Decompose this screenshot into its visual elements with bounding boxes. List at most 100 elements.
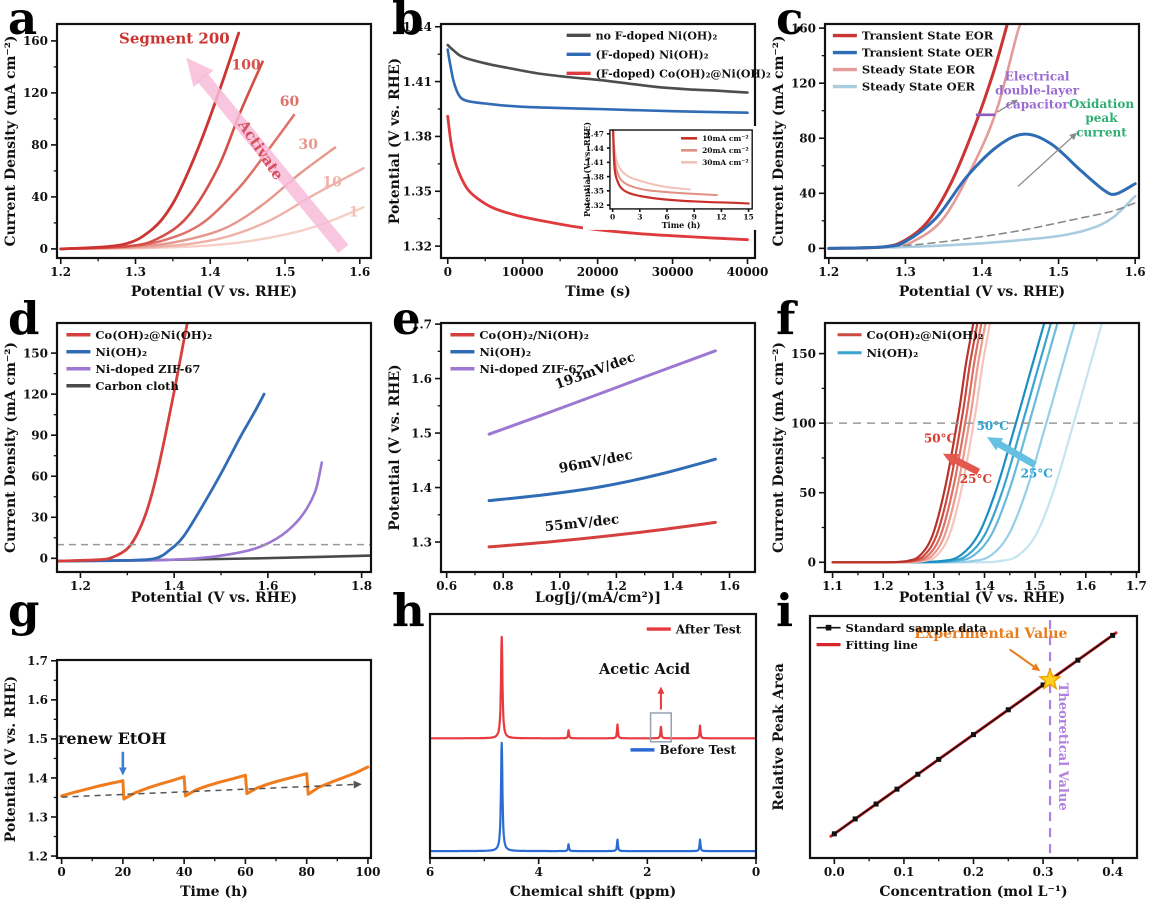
legend: Standard sample data Fitting line [816,621,988,652]
svg-text:100: 100 [355,865,380,879]
data-point-marker [1005,707,1011,713]
svg-text:0.4: 0.4 [1102,865,1123,879]
chart-g: renew EtOH 0 20 40 60 80 100 1.2 1.3 1.4 1.5 1.6 1.7… [3,654,380,900]
data-point-marker [1040,682,1046,688]
svg-text:1.2: 1.2 [606,579,627,593]
legend: Before Test [630,743,737,757]
segment-100 [59,60,264,251]
y-axis-label: Current Density (mA cm⁻²) [771,35,787,246]
svg-text:1.44: 1.44 [403,20,432,34]
svg-text:1.5: 1.5 [1048,265,1069,279]
panel-letter-e: e [392,292,421,345]
svg-text:(F-doped) Ni(OH)₂: (F-doped) Ni(OH)₂ [596,48,709,61]
svg-text:1.32: 1.32 [586,201,604,210]
svg-text:40: 40 [799,187,816,201]
svg-text:1.3: 1.3 [411,535,432,549]
svg-text:Standard sample data: Standard sample data [846,621,988,635]
legend: Co(OH)₂/Ni(OH)₂ Ni(OH)₂ Ni-doped ZIF-67 [450,328,589,376]
svg-text:1.44: 1.44 [586,144,604,153]
svg-text:1.5: 1.5 [27,732,48,746]
arrow-line [1009,648,1036,668]
panel-h: h Acetic Acid 6 4 2 0 Chemical shift (ppm) Aft… [384,584,768,904]
svg-text:160: 160 [23,34,48,48]
arrow-line [61,783,355,798]
no-f-doped-nioh2 [446,43,749,94]
arrow-line [996,102,1014,113]
svg-text:After Test: After Test [675,622,742,636]
svg-text:1.2: 1.2 [873,579,894,593]
svg-text:4: 4 [534,865,542,879]
axes: 1.2 1.3 1.4 1.5 1.6 0 40 80 120 160 Potential (V v… [771,21,1146,300]
svg-text:10mA cm⁻²: 10mA cm⁻² [702,134,749,143]
svg-text:1.4: 1.4 [200,265,221,279]
panel-i: i Experimental Value Theoretical Value 0.0… [768,584,1152,904]
arrow-head [1031,663,1041,672]
svg-text:100: 100 [791,416,816,430]
data-point-marker [873,801,879,807]
svg-text:120: 120 [23,86,48,100]
svg-text:2: 2 [643,865,651,879]
annotation-text: Experimental Value [914,626,1067,642]
y-axis-label: Relative Peak Area [771,663,787,811]
arrow-head [1011,99,1018,106]
svg-text:6: 6 [664,212,669,221]
svg-text:0.2: 0.2 [963,865,984,879]
svg-text:0: 0 [610,212,615,221]
y-axis-label: Current Density (mA cm⁻²) [771,342,787,553]
axes: 1.2 1.4 1.6 1.8 0 30 60 90 120 150 Potential (V vs… [3,321,373,606]
10ma-cm2 [612,130,750,205]
svg-text:60: 60 [237,865,254,879]
svg-text:Co(OH)₂/Ni(OH)₂: Co(OH)₂/Ni(OH)₂ [479,328,589,342]
svg-text:12: 12 [716,212,726,221]
annotation-text: 25°C [960,472,992,486]
y-axis-label: Potential (V vs. RHE) [387,364,403,530]
legend: Transient State EOR Transient State OER St… [832,29,994,94]
dashed-reference [843,202,1136,250]
panel-letter-d: d [8,292,40,345]
annotations: renew EtOH [58,729,362,798]
x-axis-label: Potential (V vs. RHE) [899,284,1065,300]
legend: Co(OH)₂@Ni(OH)₂ Ni(OH)₂ Ni-doped ZIF-67 Car… [66,328,212,393]
x-axis-label: Concentration (mol L⁻¹) [879,884,1067,900]
series-group [827,23,1137,250]
panel-f: f 50°C 25°C 50°C 25°C 1.1 1.2 1.3 1.4 1.5 1.6 1.7 0… [768,292,1152,606]
svg-text:10000: 10000 [502,265,544,279]
svg-text:1.8: 1.8 [351,579,372,593]
panel-letter-c: c [776,0,804,45]
svg-text:Steady State EOR: Steady State EOR [862,63,976,77]
svg-text:1.7: 1.7 [411,317,432,331]
svg-text:0: 0 [752,865,760,879]
panel-a: a Segment 200 100 60 30 10 1 Activate 1.2 1.3 1.4… [0,0,384,300]
panel-letter-i: i [776,584,794,637]
svg-text:1.4: 1.4 [164,579,185,593]
svg-text:1.6: 1.6 [257,579,278,593]
svg-text:Transient State EOR: Transient State EOR [862,29,994,43]
series-group [446,43,749,242]
svg-text:15: 15 [743,212,753,221]
x-axis-label: Chemical shift (ppm) [510,884,677,900]
data-point-marker [894,786,900,792]
svg-text:30: 30 [31,511,48,525]
svg-text:1.1: 1.1 [822,579,843,593]
axes: 0 3 6 9 12 15 1.32 1.35 1.38 1.41 1.44 1.47 Time (h)… [582,122,754,230]
svg-text:0: 0 [40,242,48,256]
data-point-marker [936,756,942,762]
tafel-cooh2-nioh2 [487,520,717,549]
svg-text:Transient State OER: Transient State OER [862,46,994,60]
x-axis-label: Time (h) [662,220,701,230]
svg-text:1.7: 1.7 [1126,579,1147,593]
panel-letter-g: g [8,584,40,637]
svg-text:1.6: 1.6 [27,693,48,707]
legend: no F-doped Ni(OH)₂ (F-doped) Ni(OH)₂ (F-do… [566,29,771,80]
arrow-head [657,686,665,694]
svg-text:1.6: 1.6 [1125,265,1146,279]
axes: 6 4 2 0 Chemical shift (ppm) [426,612,760,900]
legend: After Test [646,622,742,636]
svg-text:1.4: 1.4 [411,481,432,495]
svg-text:0.1: 0.1 [893,865,914,879]
panel-e: e 193mV/dec 96mV/dec 55mV/dec 0.6 0.8 1.0 1.2 1… [384,292,768,606]
svg-text:60: 60 [31,470,48,484]
